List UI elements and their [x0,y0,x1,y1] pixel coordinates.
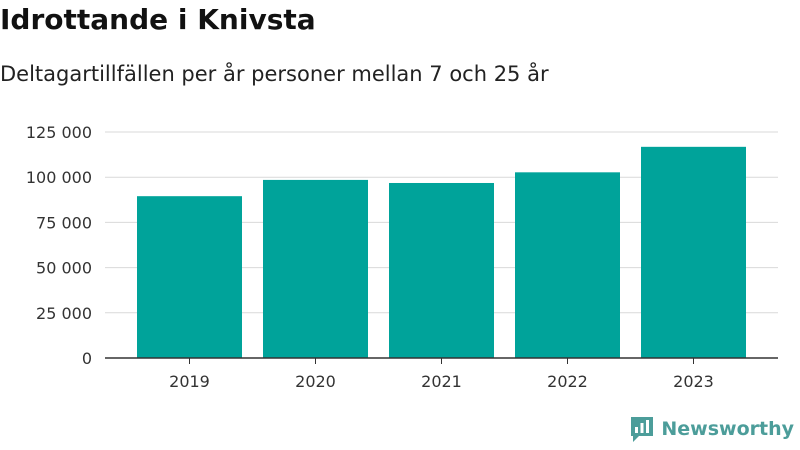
newsworthy-logo: Newsworthy [629,414,794,444]
y-tick-label: 25 000 [36,304,92,323]
x-tick-label: 2023 [673,372,714,391]
newsworthy-logo-icon [631,417,654,442]
y-tick-label: 75 000 [36,213,92,232]
brand-name: Newsworthy [661,418,794,440]
x-tick-label: 2020 [295,372,336,391]
bar-2020 [263,179,368,358]
bar-2022 [515,172,620,358]
x-tick-label: 2019 [169,372,210,391]
bar-2019 [137,196,242,358]
x-tick-label: 2021 [421,372,462,391]
y-axis-tick-labels: 0 25 000 50 000 75 000 100 000 125 000 [26,123,92,368]
chart-subtitle: Deltagartillfällen per år personer mella… [0,62,549,86]
x-axis-tick-labels: 2019 2020 2021 2022 2023 [169,358,714,391]
y-tick-label: 125 000 [26,123,92,142]
x-tick-label: 2022 [547,372,588,391]
bar-2023 [641,146,746,358]
bars [137,146,746,358]
y-tick-label: 100 000 [26,168,92,187]
y-tick-label: 0 [82,349,92,368]
y-tick-label: 50 000 [36,259,92,278]
bar-2021 [389,182,494,358]
chart-title: Idrottande i Knivsta [0,3,316,36]
